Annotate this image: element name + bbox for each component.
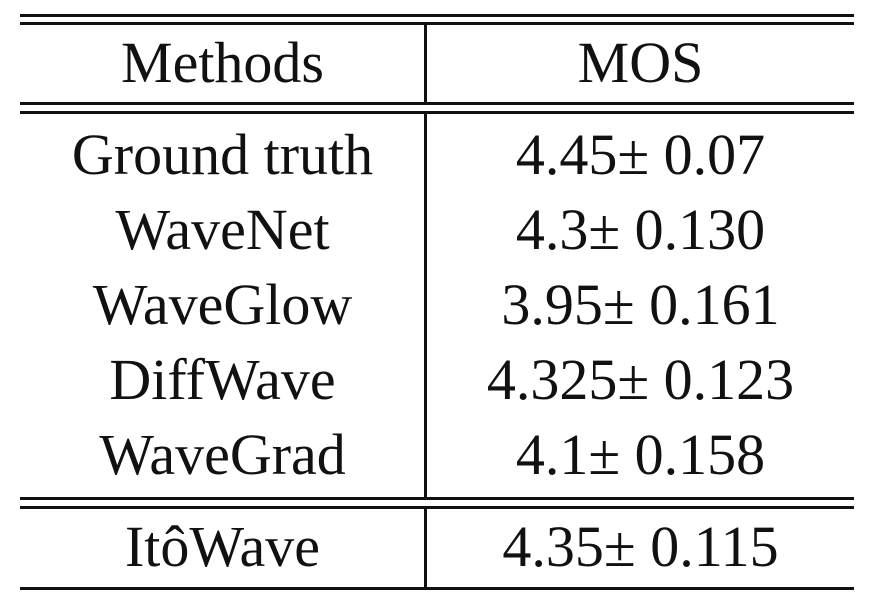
bottom-rule [20,587,854,590]
final-rule-bottom [20,506,854,509]
final-rule-top [20,497,854,500]
row-method: WaveGlow [92,272,353,337]
row-mos: 4.3± 0.130 [515,197,766,262]
top-rule-inner [20,22,854,25]
header-methods: Methods [121,30,324,95]
final-row-mos: 4.35± 0.115 [502,514,779,579]
top-rule-outer [20,14,854,17]
row-method: WaveGrad [99,422,346,487]
column-divider [424,509,427,587]
header-rule-top [20,102,854,105]
row-mos: 4.325± 0.123 [486,347,795,412]
row-method: DiffWave [109,347,336,412]
row-mos: 4.45± 0.07 [515,122,766,187]
header-rule-bottom [20,111,854,114]
final-row-method: ItôWave [124,514,320,579]
column-divider [424,114,427,497]
header-mos: MOS [577,30,704,95]
row-mos: 3.95± 0.161 [501,272,780,337]
row-method: WaveNet [115,197,330,262]
row-mos: 4.1± 0.158 [515,422,766,487]
row-method: Ground truth [71,122,374,187]
column-divider [424,25,427,102]
